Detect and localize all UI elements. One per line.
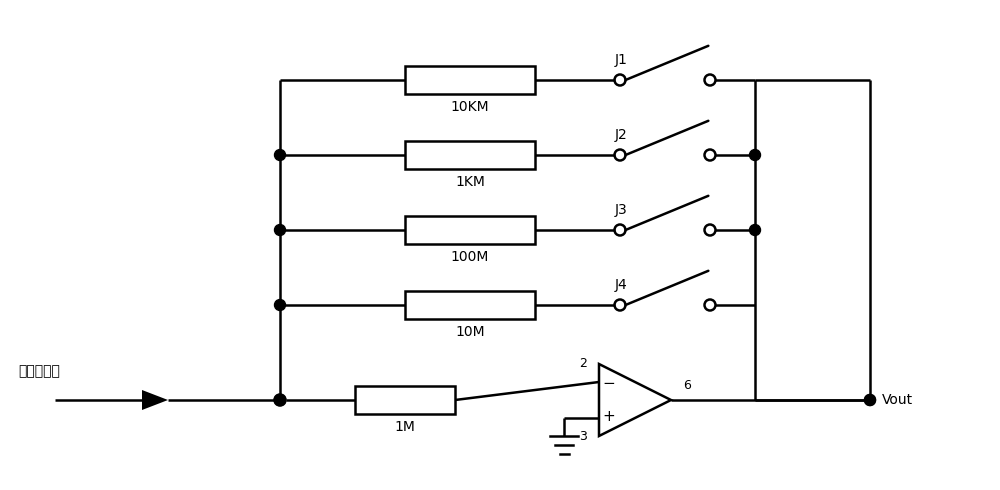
Bar [405, 66, 535, 94]
Bar [405, 141, 535, 169]
Text: 100M: 100M [451, 250, 489, 264]
Text: −: − [603, 376, 615, 392]
Circle shape [274, 149, 286, 161]
Circle shape [274, 224, 286, 236]
Text: 10M: 10M [455, 325, 485, 339]
Circle shape [750, 224, 761, 236]
Circle shape [750, 149, 761, 161]
Circle shape [864, 394, 876, 406]
Text: J4: J4 [615, 278, 628, 292]
Circle shape [274, 299, 286, 311]
Circle shape [274, 394, 286, 406]
Text: J3: J3 [615, 203, 628, 217]
Text: 1KM: 1KM [455, 175, 485, 189]
Bar [405, 216, 535, 244]
Text: J1: J1 [615, 53, 628, 67]
Bar [355, 386, 455, 414]
Bar [405, 291, 535, 319]
Text: 6: 6 [683, 379, 691, 392]
Text: 微电流输入: 微电流输入 [18, 364, 60, 378]
Text: 3: 3 [579, 430, 587, 443]
Text: Vout: Vout [882, 393, 913, 407]
Text: +: + [603, 409, 615, 424]
Circle shape [864, 394, 876, 406]
Polygon shape [142, 390, 168, 410]
Text: 2: 2 [579, 357, 587, 370]
Text: 10KM: 10KM [451, 100, 489, 114]
Text: 1M: 1M [395, 420, 415, 434]
Polygon shape [599, 364, 671, 436]
Text: J2: J2 [615, 128, 628, 142]
